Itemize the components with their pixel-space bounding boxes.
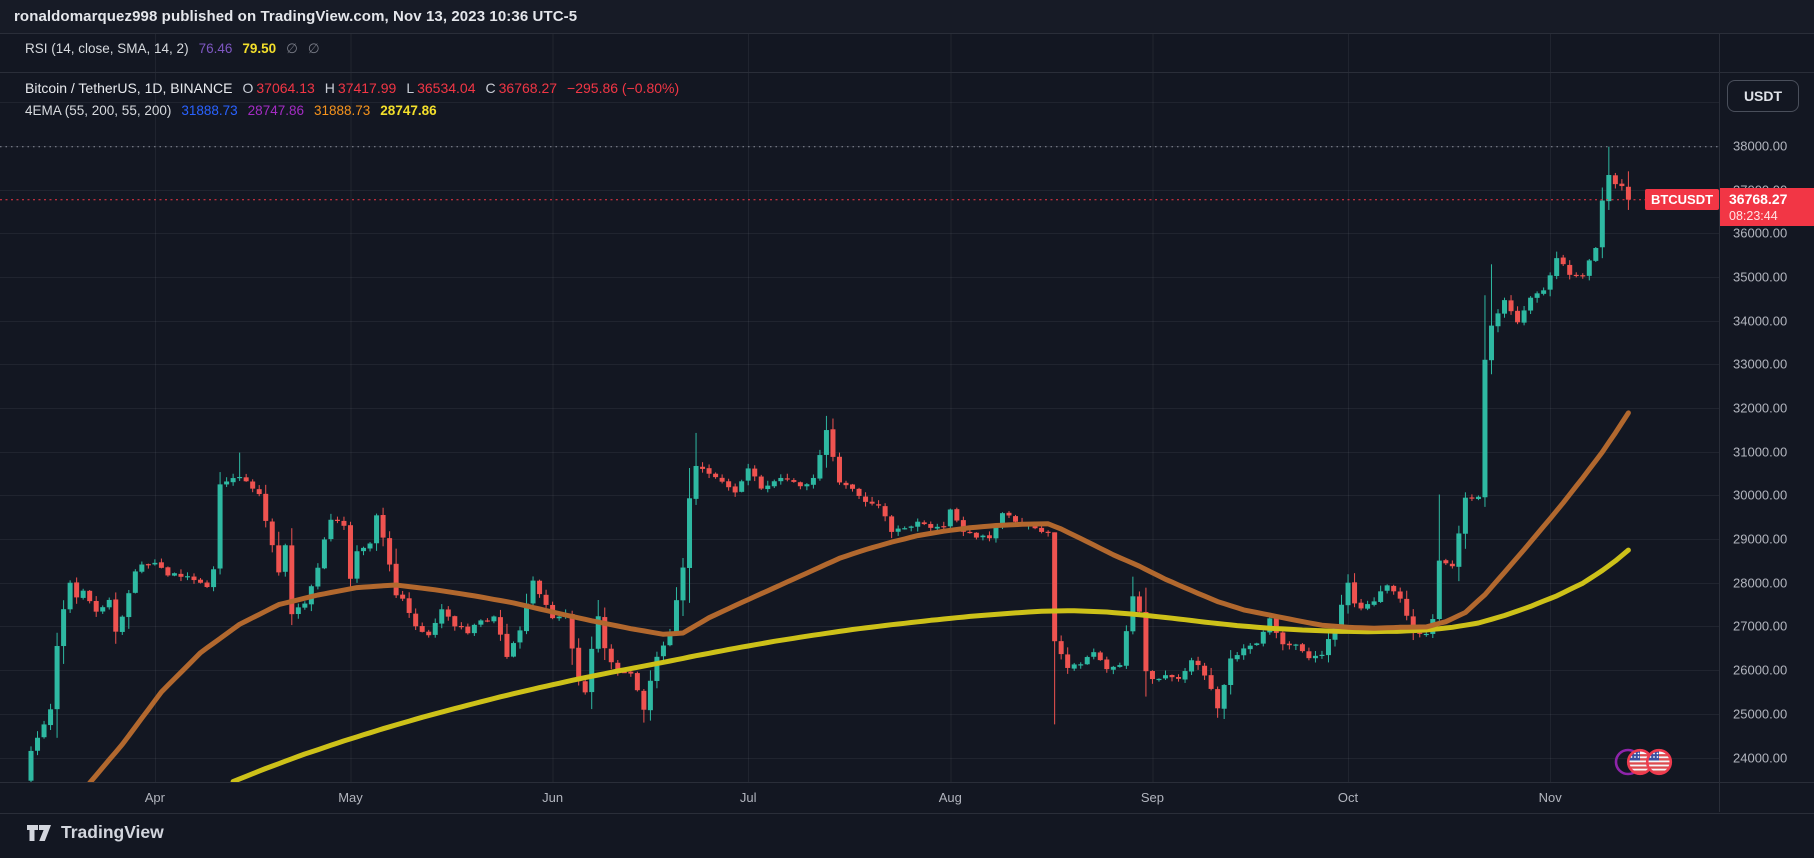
- flag-coins-logo: [1612, 744, 1678, 785]
- pane-separator[interactable]: [0, 72, 1814, 73]
- last-price-badge: 36768.27 08:23:44: [1720, 187, 1814, 226]
- high-value: 37417.99: [337, 80, 397, 96]
- rsi-empty-value-2: ∅: [307, 41, 320, 56]
- price-tick-label: 29000.00: [1733, 531, 1788, 547]
- ema-value-3: 31888.73: [313, 103, 371, 118]
- price-tick-label: 36000.00: [1733, 225, 1788, 241]
- tradingview-brand-text: TradingView: [61, 822, 164, 842]
- price-tick-label: 31000.00: [1733, 444, 1788, 460]
- rsi-empty-value-1: ∅: [286, 41, 298, 56]
- rsi-value: 76.46: [198, 41, 233, 56]
- time-axis-label-may: May: [338, 790, 363, 805]
- time-axis-label-apr: Apr: [144, 790, 165, 805]
- ema-200-line: [230, 547, 1631, 782]
- symbol-legend[interactable]: Bitcoin / TetherUS, 1D, BINANCE O 37064.…: [25, 80, 679, 96]
- candles: [28, 146, 1631, 782]
- price-tick-label: 33000.00: [1733, 356, 1788, 372]
- us-flag-coin-icon: [1647, 750, 1671, 774]
- price-tick-label: 24000.00: [1733, 750, 1788, 766]
- ema-label: 4EMA (55, 200, 55, 200): [25, 103, 172, 118]
- ema-value-2: 28747.86: [247, 103, 304, 118]
- price-tick-label: 30000.00: [1733, 487, 1788, 503]
- change-value: −295.86 (−0.80%): [567, 80, 680, 96]
- price-tick-label: 26000.00: [1733, 662, 1788, 678]
- time-axis[interactable]: Apr May Jun Jul Aug Sep Oct Nov: [0, 782, 1814, 814]
- ema-value-4: 28747.86: [380, 103, 437, 118]
- ema-55-line: [87, 410, 1631, 782]
- us-flag-coin-icon: [1628, 750, 1652, 774]
- time-axis-label-jul: Jul: [739, 790, 757, 805]
- bar-countdown: 08:23:44: [1729, 208, 1778, 223]
- chart-canvas[interactable]: [0, 34, 1719, 782]
- price-tick-label: 38000.00: [1733, 138, 1788, 154]
- time-axis-label-aug: Aug: [938, 790, 962, 805]
- price-tick-label: 25000.00: [1733, 706, 1788, 722]
- currency-toggle-button[interactable]: USDT: [1727, 80, 1799, 112]
- open-value: 37064.13: [256, 80, 315, 96]
- close-label: C: [485, 80, 496, 96]
- time-axis-label-nov: Nov: [1538, 790, 1562, 805]
- rsi-ma-value: 79.50: [242, 41, 277, 56]
- tradingview-logo[interactable]: TradingView: [26, 822, 164, 843]
- price-tick-label: 32000.00: [1733, 400, 1788, 416]
- attribution-bar: ronaldomarquez998 published on TradingVi…: [0, 0, 1814, 34]
- high-label: H: [324, 80, 335, 96]
- price-tick-label: 35000.00: [1733, 269, 1788, 285]
- tradingview-mark-icon: [27, 824, 51, 841]
- time-axis-label-oct: Oct: [1337, 790, 1359, 805]
- ema-value-1: 31888.73: [181, 103, 238, 118]
- last-price-value: 36768.27: [1729, 190, 1788, 207]
- price-tick-label: 28000.00: [1733, 575, 1788, 591]
- price-tick-label: 34000.00: [1733, 313, 1788, 329]
- open-label: O: [242, 80, 254, 96]
- last-price-symbol-tag: BTCUSDT: [1645, 189, 1719, 211]
- low-label: L: [406, 80, 415, 96]
- price-axis-border: [1719, 34, 1720, 812]
- price-tick-label: 27000.00: [1733, 618, 1788, 634]
- time-axis-label-jun: Jun: [542, 790, 564, 805]
- ema-legend[interactable]: 4EMA (55, 200, 55, 200) 31888.73 28747.8…: [25, 103, 437, 118]
- rsi-label: RSI (14, close, SMA, 14, 2): [25, 41, 189, 56]
- low-value: 36534.04: [417, 80, 476, 96]
- close-value: 36768.27: [498, 80, 558, 96]
- symbol-title: Bitcoin / TetherUS, 1D, BINANCE: [25, 80, 233, 96]
- time-axis-label-sep: Sep: [1140, 790, 1165, 805]
- rsi-legend[interactable]: RSI (14, close, SMA, 14, 2) 76.46 79.50 …: [25, 41, 320, 57]
- attribution-text: ronaldomarquez998 published on TradingVi…: [14, 8, 578, 25]
